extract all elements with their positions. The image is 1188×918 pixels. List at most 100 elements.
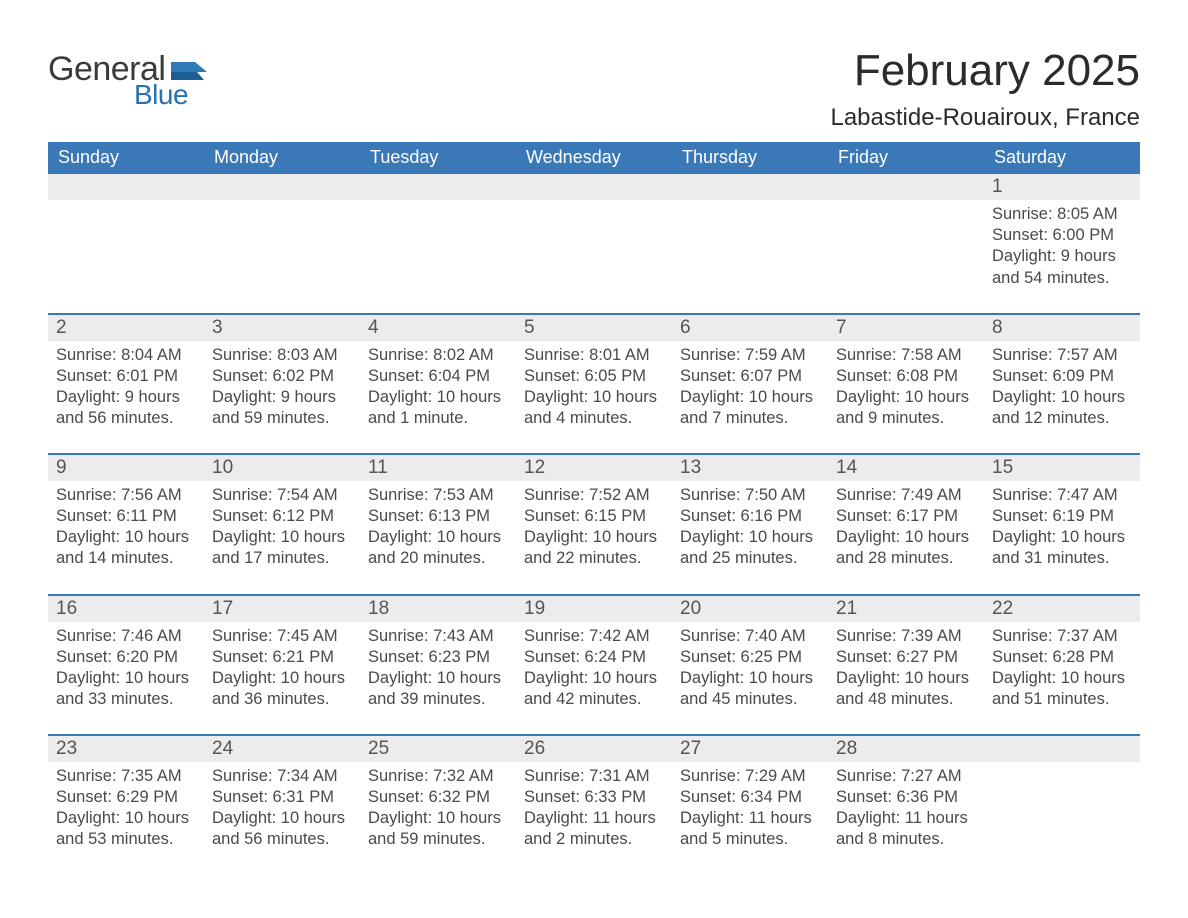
empty-cell: [516, 174, 672, 200]
empty-cell: [360, 200, 516, 313]
daylight-text: Daylight: 10 hours and 25 minutes.: [680, 527, 820, 569]
day-number-cell: 23: [48, 735, 204, 762]
sunset-text: Sunset: 6:04 PM: [368, 366, 508, 387]
sunset-text: Sunset: 6:27 PM: [836, 647, 976, 668]
day-number-cell: 13: [672, 454, 828, 481]
day-number-cell: 2: [48, 314, 204, 341]
empty-cell: [204, 200, 360, 313]
day-number-cell: 24: [204, 735, 360, 762]
daylight-text: Daylight: 10 hours and 53 minutes.: [56, 808, 196, 850]
sunset-text: Sunset: 6:28 PM: [992, 647, 1132, 668]
sunset-text: Sunset: 6:01 PM: [56, 366, 196, 387]
day-number-cell: 1: [984, 174, 1140, 200]
day-detail-cell: Sunrise: 7:50 AMSunset: 6:16 PMDaylight:…: [672, 481, 828, 594]
day-detail-cell: Sunrise: 7:49 AMSunset: 6:17 PMDaylight:…: [828, 481, 984, 594]
daylight-text: Daylight: 10 hours and 48 minutes.: [836, 668, 976, 710]
day-number-cell: 8: [984, 314, 1140, 341]
day-number-cell: 26: [516, 735, 672, 762]
sunset-text: Sunset: 6:32 PM: [368, 787, 508, 808]
sunset-text: Sunset: 6:12 PM: [212, 506, 352, 527]
day-number-cell: 22: [984, 595, 1140, 622]
day-number-cell: 21: [828, 595, 984, 622]
daylight-text: Daylight: 10 hours and 9 minutes.: [836, 387, 976, 429]
day-number-cell: 15: [984, 454, 1140, 481]
empty-cell: [984, 762, 1140, 854]
daylight-text: Daylight: 10 hours and 22 minutes.: [524, 527, 664, 569]
sunrise-text: Sunrise: 7:57 AM: [992, 345, 1132, 366]
day-number-cell: 11: [360, 454, 516, 481]
day-detail-cell: Sunrise: 7:39 AMSunset: 6:27 PMDaylight:…: [828, 622, 984, 735]
sunrise-text: Sunrise: 7:40 AM: [680, 626, 820, 647]
day-detail-cell: Sunrise: 7:34 AMSunset: 6:31 PMDaylight:…: [204, 762, 360, 854]
day-detail-cell: Sunrise: 7:52 AMSunset: 6:15 PMDaylight:…: [516, 481, 672, 594]
sunrise-text: Sunrise: 7:34 AM: [212, 766, 352, 787]
day-number-cell: 17: [204, 595, 360, 622]
sunrise-text: Sunrise: 7:56 AM: [56, 485, 196, 506]
day-detail-cell: Sunrise: 7:45 AMSunset: 6:21 PMDaylight:…: [204, 622, 360, 735]
empty-cell: [828, 174, 984, 200]
empty-cell: [672, 200, 828, 313]
sunset-text: Sunset: 6:20 PM: [56, 647, 196, 668]
sunrise-text: Sunrise: 7:53 AM: [368, 485, 508, 506]
week-daynum-row: 232425262728: [48, 735, 1140, 762]
weekday-header: Saturday: [984, 142, 1140, 174]
location-subtitle: Labastide-Rouairoux, France: [830, 104, 1140, 132]
day-detail-cell: Sunrise: 8:03 AMSunset: 6:02 PMDaylight:…: [204, 341, 360, 454]
logo: General Blue: [48, 50, 207, 111]
day-detail-cell: Sunrise: 7:29 AMSunset: 6:34 PMDaylight:…: [672, 762, 828, 854]
daylight-text: Daylight: 9 hours and 59 minutes.: [212, 387, 352, 429]
sunrise-text: Sunrise: 7:50 AM: [680, 485, 820, 506]
daylight-text: Daylight: 9 hours and 54 minutes.: [992, 246, 1132, 288]
day-number-cell: 9: [48, 454, 204, 481]
day-detail-cell: Sunrise: 7:31 AMSunset: 6:33 PMDaylight:…: [516, 762, 672, 854]
day-number-cell: 18: [360, 595, 516, 622]
sunset-text: Sunset: 6:15 PM: [524, 506, 664, 527]
day-detail-cell: Sunrise: 7:56 AMSunset: 6:11 PMDaylight:…: [48, 481, 204, 594]
sunset-text: Sunset: 6:08 PM: [836, 366, 976, 387]
sunset-text: Sunset: 6:09 PM: [992, 366, 1132, 387]
week-daynum-row: 2345678: [48, 314, 1140, 341]
sunrise-text: Sunrise: 7:37 AM: [992, 626, 1132, 647]
daylight-text: Daylight: 11 hours and 5 minutes.: [680, 808, 820, 850]
day-detail-cell: Sunrise: 7:53 AMSunset: 6:13 PMDaylight:…: [360, 481, 516, 594]
sunset-text: Sunset: 6:36 PM: [836, 787, 976, 808]
sunset-text: Sunset: 6:17 PM: [836, 506, 976, 527]
empty-cell: [672, 174, 828, 200]
month-title: February 2025: [830, 48, 1140, 94]
sunrise-text: Sunrise: 7:58 AM: [836, 345, 976, 366]
empty-cell: [48, 200, 204, 313]
weekday-header: Friday: [828, 142, 984, 174]
sunset-text: Sunset: 6:05 PM: [524, 366, 664, 387]
sunrise-text: Sunrise: 8:02 AM: [368, 345, 508, 366]
sunrise-text: Sunrise: 7:46 AM: [56, 626, 196, 647]
week-daynum-row: 9101112131415: [48, 454, 1140, 481]
daylight-text: Daylight: 10 hours and 42 minutes.: [524, 668, 664, 710]
sunset-text: Sunset: 6:25 PM: [680, 647, 820, 668]
sunrise-text: Sunrise: 7:45 AM: [212, 626, 352, 647]
week-daynum-row: 1: [48, 174, 1140, 200]
daylight-text: Daylight: 10 hours and 17 minutes.: [212, 527, 352, 569]
day-number-cell: 27: [672, 735, 828, 762]
day-number-cell: 5: [516, 314, 672, 341]
sunset-text: Sunset: 6:19 PM: [992, 506, 1132, 527]
sunrise-text: Sunrise: 8:01 AM: [524, 345, 664, 366]
day-detail-cell: Sunrise: 8:04 AMSunset: 6:01 PMDaylight:…: [48, 341, 204, 454]
sunset-text: Sunset: 6:07 PM: [680, 366, 820, 387]
sunrise-text: Sunrise: 7:52 AM: [524, 485, 664, 506]
sunset-text: Sunset: 6:02 PM: [212, 366, 352, 387]
daylight-text: Daylight: 10 hours and 31 minutes.: [992, 527, 1132, 569]
sunrise-text: Sunrise: 7:59 AM: [680, 345, 820, 366]
day-detail-cell: Sunrise: 7:54 AMSunset: 6:12 PMDaylight:…: [204, 481, 360, 594]
day-number-cell: 14: [828, 454, 984, 481]
day-detail-cell: Sunrise: 7:57 AMSunset: 6:09 PMDaylight:…: [984, 341, 1140, 454]
empty-cell: [204, 174, 360, 200]
sunrise-text: Sunrise: 7:43 AM: [368, 626, 508, 647]
weekday-header: Wednesday: [516, 142, 672, 174]
sunset-text: Sunset: 6:34 PM: [680, 787, 820, 808]
empty-cell: [48, 174, 204, 200]
day-detail-cell: Sunrise: 8:01 AMSunset: 6:05 PMDaylight:…: [516, 341, 672, 454]
daylight-text: Daylight: 9 hours and 56 minutes.: [56, 387, 196, 429]
day-detail-cell: Sunrise: 7:43 AMSunset: 6:23 PMDaylight:…: [360, 622, 516, 735]
day-number-cell: 19: [516, 595, 672, 622]
sunrise-text: Sunrise: 7:47 AM: [992, 485, 1132, 506]
